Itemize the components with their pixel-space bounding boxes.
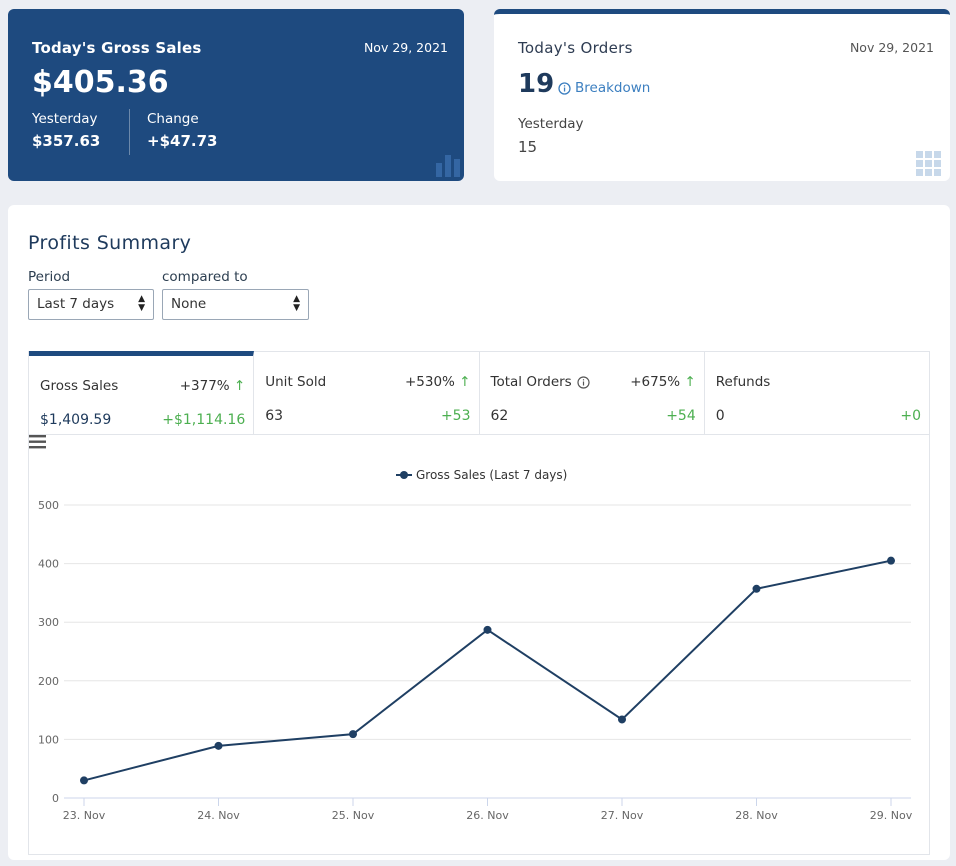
data-point — [752, 584, 761, 593]
yesterday-value: $357.63 — [32, 132, 101, 150]
y-tick-label: 200 — [38, 675, 59, 688]
compare-label: compared to — [162, 269, 248, 285]
legend-marker — [400, 471, 408, 479]
profits-heading: Profits Summary — [28, 232, 192, 254]
y-tick-label: 500 — [38, 499, 59, 512]
orders-date: Nov 29, 2021 — [849, 40, 934, 55]
period-select[interactable]: Last 7 days ▲ ▼ — [28, 289, 154, 320]
data-point — [483, 625, 492, 634]
breakdown-link[interactable]: Breakdown — [558, 80, 650, 96]
chart-bars-icon — [436, 155, 460, 177]
arrow-up-icon: ↑ — [459, 374, 471, 390]
arrow-up-icon: ↑ — [233, 378, 246, 394]
stat-name: Gross Sales — [40, 378, 119, 394]
x-tick-label: 27. Nov — [601, 809, 644, 822]
chart-menu-icon[interactable] — [29, 435, 46, 449]
stat-name: Refunds — [715, 374, 771, 390]
compare-value: None — [171, 296, 207, 312]
line-chart: 0 100 200 300 400 500 23. Nov 24. Nov 25. Nov 26.… — [38, 468, 913, 822]
gross-sales-card: Today's Gross Sales Nov 29, 2021 $405.36… — [8, 9, 464, 181]
change-value: +$47.73 — [147, 132, 218, 150]
info-icon — [558, 81, 571, 95]
stat-diff: +$1,114.16 — [162, 412, 246, 428]
stat-pct: +530% ↑ — [404, 374, 471, 390]
legend-label: Gross Sales (Last 7 days) — [416, 468, 567, 482]
y-tick-label: 400 — [38, 558, 59, 571]
orders-title: Today's Orders — [518, 39, 633, 57]
compare-select[interactable]: None ▲ ▼ — [162, 289, 309, 320]
stat-value: 62 — [490, 408, 509, 424]
tab-gross-sales[interactable]: Gross Sales +377% ↑ $1,409.59 +$1,114.16 — [29, 351, 255, 434]
series-line — [83, 559, 892, 782]
x-tick-label: 26. Nov — [466, 809, 509, 822]
x-tick-label: 24. Nov — [197, 809, 240, 822]
gross-sales-title: Today's Gross Sales — [32, 39, 202, 57]
y-tick-label: 100 — [38, 733, 59, 746]
stat-diff: +0 — [900, 408, 921, 424]
x-tick-label: 23. Nov — [63, 809, 106, 822]
grid-icon — [916, 151, 941, 176]
gross-sales-yesterday: Yesterday $357.63 — [32, 111, 100, 150]
x-tick-label: 29. Nov — [870, 809, 913, 822]
stat-diff: +53 — [440, 408, 471, 424]
data-point — [887, 556, 895, 565]
stat-pct: +675% ↑ — [630, 374, 696, 390]
stat-value: $1,409.59 — [40, 412, 112, 428]
orders-yesterday-value: 15 — [518, 138, 538, 156]
stat-name: Unit Sold — [265, 374, 327, 390]
change-label: Change — [147, 111, 199, 127]
orders-yesterday-label: Yesterday — [518, 116, 584, 132]
stat-value: 63 — [265, 408, 284, 424]
info-icon — [577, 375, 590, 389]
stats-tabs: Gross Sales +377% ↑ $1,409.59 +$1,114.16… — [28, 351, 930, 435]
breakdown-label: Breakdown — [575, 80, 651, 96]
data-point — [349, 730, 357, 739]
data-point — [214, 741, 223, 750]
arrow-up-icon: ↑ — [684, 374, 696, 390]
orders-card: Today's Orders Nov 29, 2021 19 Breakdown… — [494, 9, 950, 181]
y-tick-label: 300 — [38, 616, 59, 629]
stat-pct: +377% ↑ — [179, 378, 246, 394]
data-point — [618, 715, 626, 724]
profits-summary-card: Profits Summary Period Last 7 days ▲ ▼ co… — [8, 205, 950, 860]
gross-sales-amount: $405.36 — [32, 65, 169, 100]
select-arrows-icon: ▲ ▼ — [138, 294, 145, 313]
tab-refunds[interactable]: Refunds 0 +0 — [705, 352, 929, 434]
period-value: Last 7 days — [37, 296, 115, 312]
divider — [129, 109, 130, 155]
stat-value: 0 — [715, 408, 725, 424]
stat-name: Total Orders — [491, 374, 590, 390]
yesterday-label: Yesterday — [32, 111, 98, 127]
select-arrows-icon: ▲ ▼ — [293, 294, 300, 313]
x-tick-label: 25. Nov — [332, 809, 375, 822]
orders-count: 19 — [518, 69, 555, 99]
period-label: Period — [28, 269, 71, 285]
x-tick-label: 28. Nov — [735, 809, 778, 822]
gross-sales-change: Change +$47.73 — [147, 111, 217, 150]
gross-sales-chart: 0 100 200 300 400 500 23. Nov 24. Nov 25. Nov 26.… — [28, 435, 930, 855]
tab-total-orders[interactable]: Total Orders +675% ↑ 62 +54 — [480, 352, 705, 434]
stat-diff: +54 — [666, 408, 696, 424]
tab-unit-sold[interactable]: Unit Sold +530% ↑ 63 +53 — [254, 352, 480, 434]
gross-sales-date: Nov 29, 2021 — [363, 40, 448, 55]
data-point — [80, 776, 88, 785]
y-tick-label: 0 — [52, 792, 59, 805]
